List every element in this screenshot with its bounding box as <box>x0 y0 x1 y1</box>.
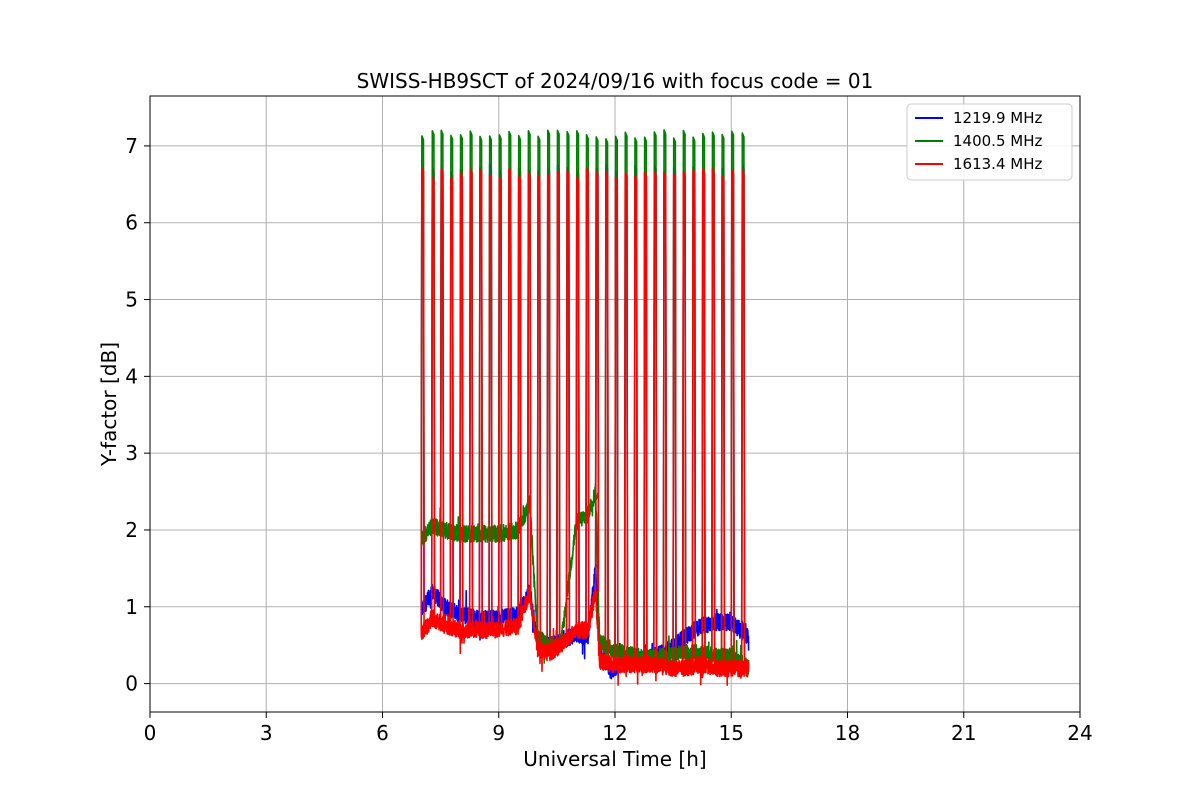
x-tick-label: 24 <box>1067 721 1092 745</box>
x-tick-label: 3 <box>260 721 273 745</box>
y-tick-label: 4 <box>125 364 138 388</box>
x-tick-label: 12 <box>602 721 627 745</box>
legend-label: 1219.9 MHz <box>953 109 1042 127</box>
y-tick-label: 5 <box>125 288 138 312</box>
y-tick-label: 6 <box>125 211 138 235</box>
x-axis-label: Universal Time [h] <box>523 747 706 771</box>
chart-title: SWISS-HB9SCT of 2024/09/16 with focus co… <box>357 69 874 93</box>
x-tick-label: 9 <box>492 721 505 745</box>
series-line-1 <box>420 129 750 677</box>
y-axis-label: Y-factor [dB] <box>97 342 121 467</box>
legend-box <box>906 103 1073 181</box>
series-line-2 <box>420 167 750 686</box>
x-tick-label: 6 <box>376 721 389 745</box>
legend-label: 1400.5 MHz <box>953 132 1042 150</box>
x-tick-label: 18 <box>835 721 860 745</box>
legend: 1219.9 MHz 1400.5 MHz 1613.4 MHz <box>906 103 1073 181</box>
y-tick-label: 3 <box>125 441 138 465</box>
y-tick-label: 2 <box>125 518 138 542</box>
legend-label: 1613.4 MHz <box>953 155 1042 173</box>
y-tick-label: 1 <box>125 595 138 619</box>
plot-series <box>420 129 750 686</box>
x-tick-label: 0 <box>144 721 157 745</box>
x-tick-label: 15 <box>719 721 744 745</box>
x-tick-label: 21 <box>951 721 976 745</box>
y-tick-label: 0 <box>125 672 138 696</box>
y-tick-label: 7 <box>125 134 138 158</box>
